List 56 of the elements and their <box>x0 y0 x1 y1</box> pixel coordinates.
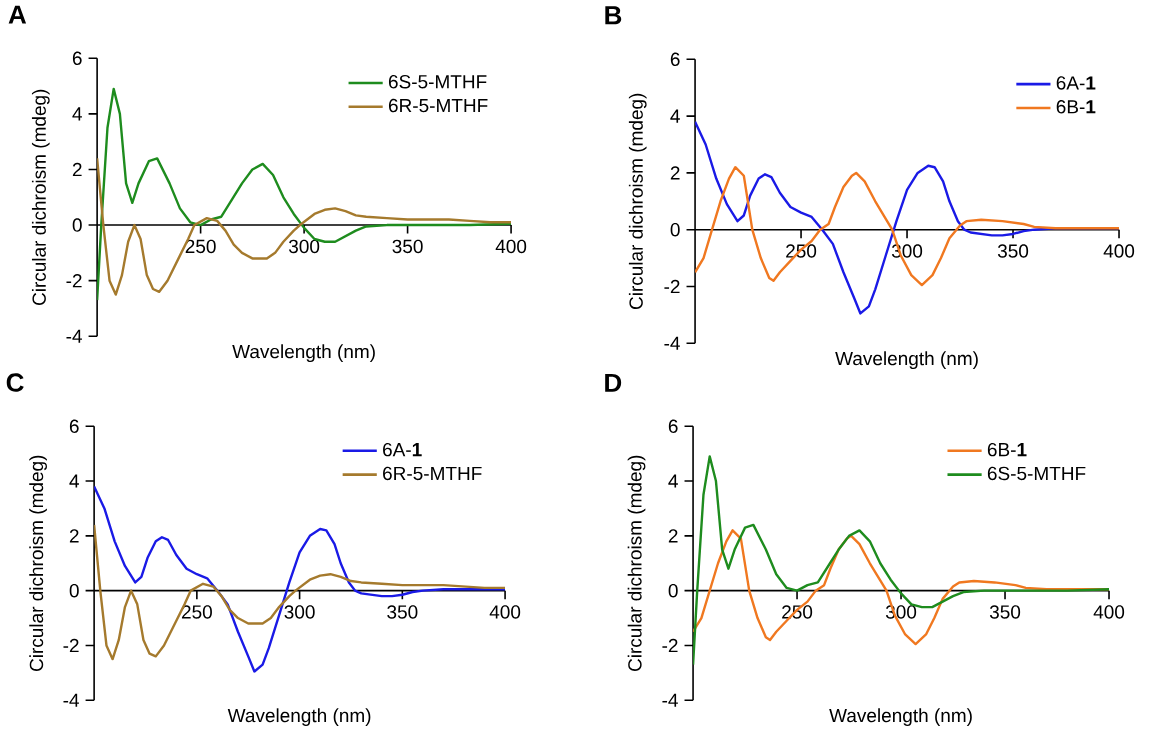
x-axis-title: Wavelength (nm) <box>829 708 972 727</box>
legend-label: 6R-5-MTHF <box>388 98 488 113</box>
y-axis-title: Circular dichroism (mdeg) <box>627 455 646 672</box>
x-tick-label: 300 <box>288 239 320 254</box>
x-tick-label: 400 <box>495 239 527 254</box>
legend-label: 6B-1 <box>1056 100 1096 114</box>
y-tick-label: -2 <box>63 638 79 653</box>
chart-title: C <box>6 373 24 392</box>
x-tick-label: 300 <box>284 605 315 619</box>
x-axis-title: Wavelength (nm) <box>835 351 978 370</box>
chart-title: B <box>605 6 622 25</box>
y-tick-label: 6 <box>72 51 82 66</box>
y-tick-label: 0 <box>69 584 79 598</box>
y-tick-label: 6 <box>668 419 678 434</box>
y-tick-label: -4 <box>664 336 680 350</box>
y-tick-label: 0 <box>668 584 678 598</box>
legend-label: 6S-5-MTHF <box>987 466 1086 481</box>
y-tick-label: 2 <box>668 529 678 543</box>
y-tick-label: 4 <box>72 107 82 121</box>
x-tick-label: 250 <box>185 239 216 254</box>
y-axis-title: Circular dichroism (mdeg) <box>29 455 47 672</box>
chart-title: A <box>8 5 27 24</box>
x-tick-label: 350 <box>387 605 418 619</box>
x-tick-label: 350 <box>997 244 1029 258</box>
legend-label: 6A-1 <box>383 443 422 457</box>
y-tick-label: 2 <box>72 163 82 177</box>
y-tick-label: 4 <box>670 109 680 123</box>
y-tick-label: 2 <box>69 529 79 543</box>
y-tick-label: -4 <box>662 693 678 707</box>
y-axis-title: Circular dichroism (mdeg) <box>31 89 50 306</box>
x-tick-label: 350 <box>392 239 423 254</box>
y-tick-label: 0 <box>670 223 680 237</box>
x-axis-title: Wavelength (nm) <box>227 708 371 727</box>
y-tick-label: 4 <box>668 474 678 488</box>
y-tick-label: -4 <box>63 693 79 707</box>
legend-label: 6A-1 <box>1056 76 1096 90</box>
legend-label: 6S-5-MTHF <box>388 75 487 89</box>
chart-title: D <box>605 374 622 392</box>
y-tick-label: -2 <box>662 638 678 653</box>
x-tick-label: 350 <box>989 605 1021 619</box>
y-tick-label: -2 <box>664 280 680 294</box>
y-tick-label: -2 <box>66 274 82 288</box>
x-tick-label: 400 <box>1093 605 1125 619</box>
legend-label: 6R-5-MTHF <box>383 466 482 481</box>
x-tick-label: 400 <box>489 605 521 619</box>
x-tick-label: 400 <box>1103 244 1135 258</box>
legend-label: 6B-1 <box>987 443 1027 457</box>
x-tick-label: 250 <box>181 605 212 619</box>
y-tick-label: 6 <box>69 419 79 434</box>
x-axis-title: Wavelength (nm) <box>232 344 375 363</box>
y-tick-label: 4 <box>69 474 79 488</box>
y-tick-label: 0 <box>72 218 82 232</box>
y-tick-label: 6 <box>670 52 680 67</box>
y-axis-title: Circular dichroism (mdeg) <box>628 93 647 310</box>
y-tick-label: 2 <box>670 166 680 180</box>
y-tick-label: -4 <box>66 329 82 343</box>
